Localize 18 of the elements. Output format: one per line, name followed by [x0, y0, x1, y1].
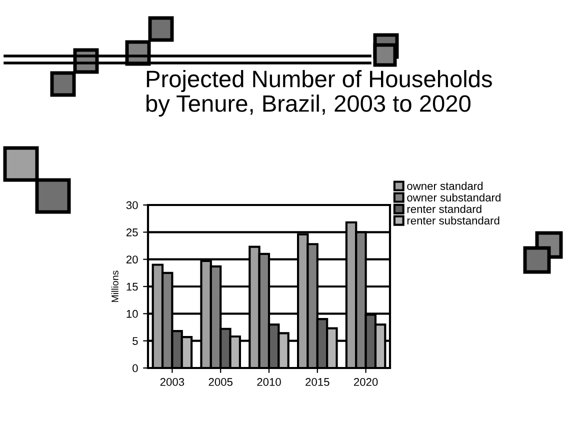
legend-label: owner substandard — [407, 193, 500, 202]
chart-title: Projected Number of Households by Tenure, Brazil, 2003 to 2020 — [146, 70, 492, 117]
x-tick-label: 2003 — [160, 378, 184, 386]
y-tick-label: 30 — [126, 201, 138, 210]
y-tick-label: 5 — [132, 337, 138, 345]
legend-label: renter substandard — [407, 216, 500, 225]
y-tick-label: 25 — [126, 228, 138, 236]
legend-label: owner standard — [407, 182, 483, 190]
y-tick-label: 15 — [126, 282, 138, 291]
y-tick-label: 10 — [126, 310, 138, 318]
y-axis-title: Millions — [111, 270, 118, 302]
y-tick-label: 20 — [126, 256, 138, 264]
x-tick-label: 2005 — [208, 378, 232, 386]
x-tick-label: 2010 — [257, 378, 281, 386]
y-tick-label: 0 — [132, 364, 138, 372]
legend-label: renter standard — [407, 204, 482, 214]
x-tick-label: 2020 — [354, 378, 378, 386]
x-tick-label: 2015 — [306, 378, 330, 386]
